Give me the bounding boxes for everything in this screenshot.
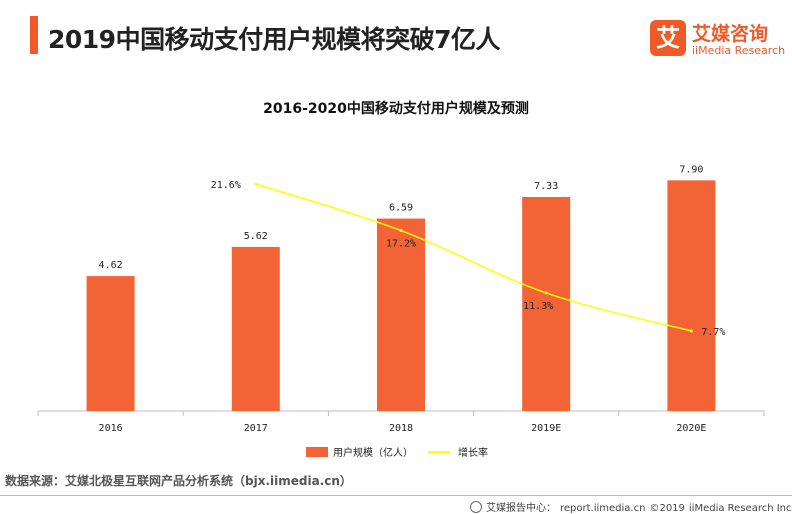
legend-label-bar: 用户规模（亿人） xyxy=(333,446,413,459)
x-tick-label: 2016 xyxy=(99,423,123,434)
growth-rate-point xyxy=(689,329,693,333)
bar-value-label: 4.62 xyxy=(99,260,123,271)
growth-rate-label: 21.6% xyxy=(211,180,241,191)
x-tick-label: 2018 xyxy=(389,423,413,434)
x-tick-label: 2020E xyxy=(676,423,706,434)
logo-icon: 艾 xyxy=(650,20,686,56)
logo-name-cn: 艾媒咨询 xyxy=(692,23,769,45)
logo-name-en: iiMedia Research xyxy=(692,44,786,57)
legend-swatch-bar xyxy=(306,447,328,457)
bar-value-label: 7.33 xyxy=(534,181,558,192)
bar-2020E xyxy=(667,180,716,411)
bar-value-label: 5.62 xyxy=(244,231,268,242)
chart-title: 2016-2020中国移动支付用户规模及预测 xyxy=(263,101,529,117)
growth-rate-label: 17.2% xyxy=(386,239,416,250)
chart: 4.62 2016 5.62 2017 6.59 2018 7.33 2019E 7.90 202… xyxy=(37,164,765,459)
legend-label-line: 增长率 xyxy=(458,446,488,459)
report-center-icon xyxy=(470,501,482,513)
footer-company: iiMedia Research Inc xyxy=(688,503,792,514)
x-tick-label: 2017 xyxy=(244,423,268,434)
bar-2019E xyxy=(522,196,571,411)
bar-value-label: 7.90 xyxy=(679,164,703,175)
growth-rate-point xyxy=(254,182,258,186)
footer-divider xyxy=(0,495,792,496)
footer: 艾媒报告中心： report.iimedia.cn ©2019 iiMedia Res… xyxy=(470,499,792,514)
growth-rate-label: 7.7% xyxy=(701,327,725,338)
bar-value-label: 6.59 xyxy=(389,203,413,214)
bar-2018 xyxy=(377,218,425,411)
page-title: 2019中国移动支付用户规模将突破7亿人 xyxy=(48,25,500,54)
growth-rate-line xyxy=(255,183,692,332)
growth-rate-label: 11.3% xyxy=(523,301,553,312)
footer-copyright: ©2019 xyxy=(649,503,685,514)
bar-2017 xyxy=(231,246,280,411)
bar-2016 xyxy=(86,276,135,411)
growth-rate-point xyxy=(399,229,403,233)
x-tick-label: 2019E xyxy=(531,423,561,434)
footer-label: 艾媒报告中心： xyxy=(486,503,556,514)
footer-url[interactable]: report.iimedia.cn xyxy=(560,503,646,514)
title-accent-bar xyxy=(30,16,38,54)
brand-logo: 艾 艾媒咨询 iiMedia Research xyxy=(650,18,785,60)
growth-rate-point xyxy=(544,291,548,295)
data-source: 数据来源：艾媒北极星互联网产品分析系统（bjx.iimedia.cn） xyxy=(5,474,352,488)
